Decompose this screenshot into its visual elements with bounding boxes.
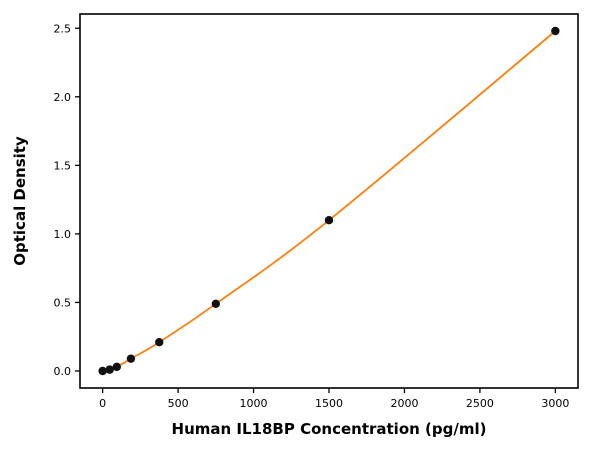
data-point bbox=[211, 299, 221, 309]
x-tick-label: 2000 bbox=[390, 397, 418, 410]
x-tick-label: 1000 bbox=[240, 397, 268, 410]
fitted-curve bbox=[102, 30, 556, 372]
data-point bbox=[105, 365, 114, 374]
data-point bbox=[126, 354, 136, 363]
data-point bbox=[324, 215, 334, 225]
y-tick-label: 2.0 bbox=[54, 91, 72, 104]
y-axis-title: Optical Density bbox=[11, 136, 29, 266]
x-tick-label: 500 bbox=[168, 397, 189, 410]
data-point bbox=[551, 26, 560, 36]
y-tick-label: 0.0 bbox=[54, 365, 72, 378]
plot-frame bbox=[79, 13, 579, 389]
y-tick-label: 1.5 bbox=[54, 159, 72, 172]
x-tick-label: 1500 bbox=[315, 397, 343, 410]
x-axis-title: Human IL18BP Concentration (pg/ml) bbox=[171, 420, 487, 438]
y-tick-label: 0.5 bbox=[54, 296, 72, 309]
data-point bbox=[112, 362, 121, 372]
data-point bbox=[155, 338, 164, 347]
x-tick-label: 0 bbox=[99, 397, 106, 410]
x-tick-label: 2500 bbox=[466, 397, 494, 410]
data-point bbox=[98, 366, 107, 376]
y-tick-label: 1.0 bbox=[54, 228, 72, 241]
y-tick-label: 2.5 bbox=[54, 22, 72, 35]
x-tick-label: 3000 bbox=[541, 397, 569, 410]
